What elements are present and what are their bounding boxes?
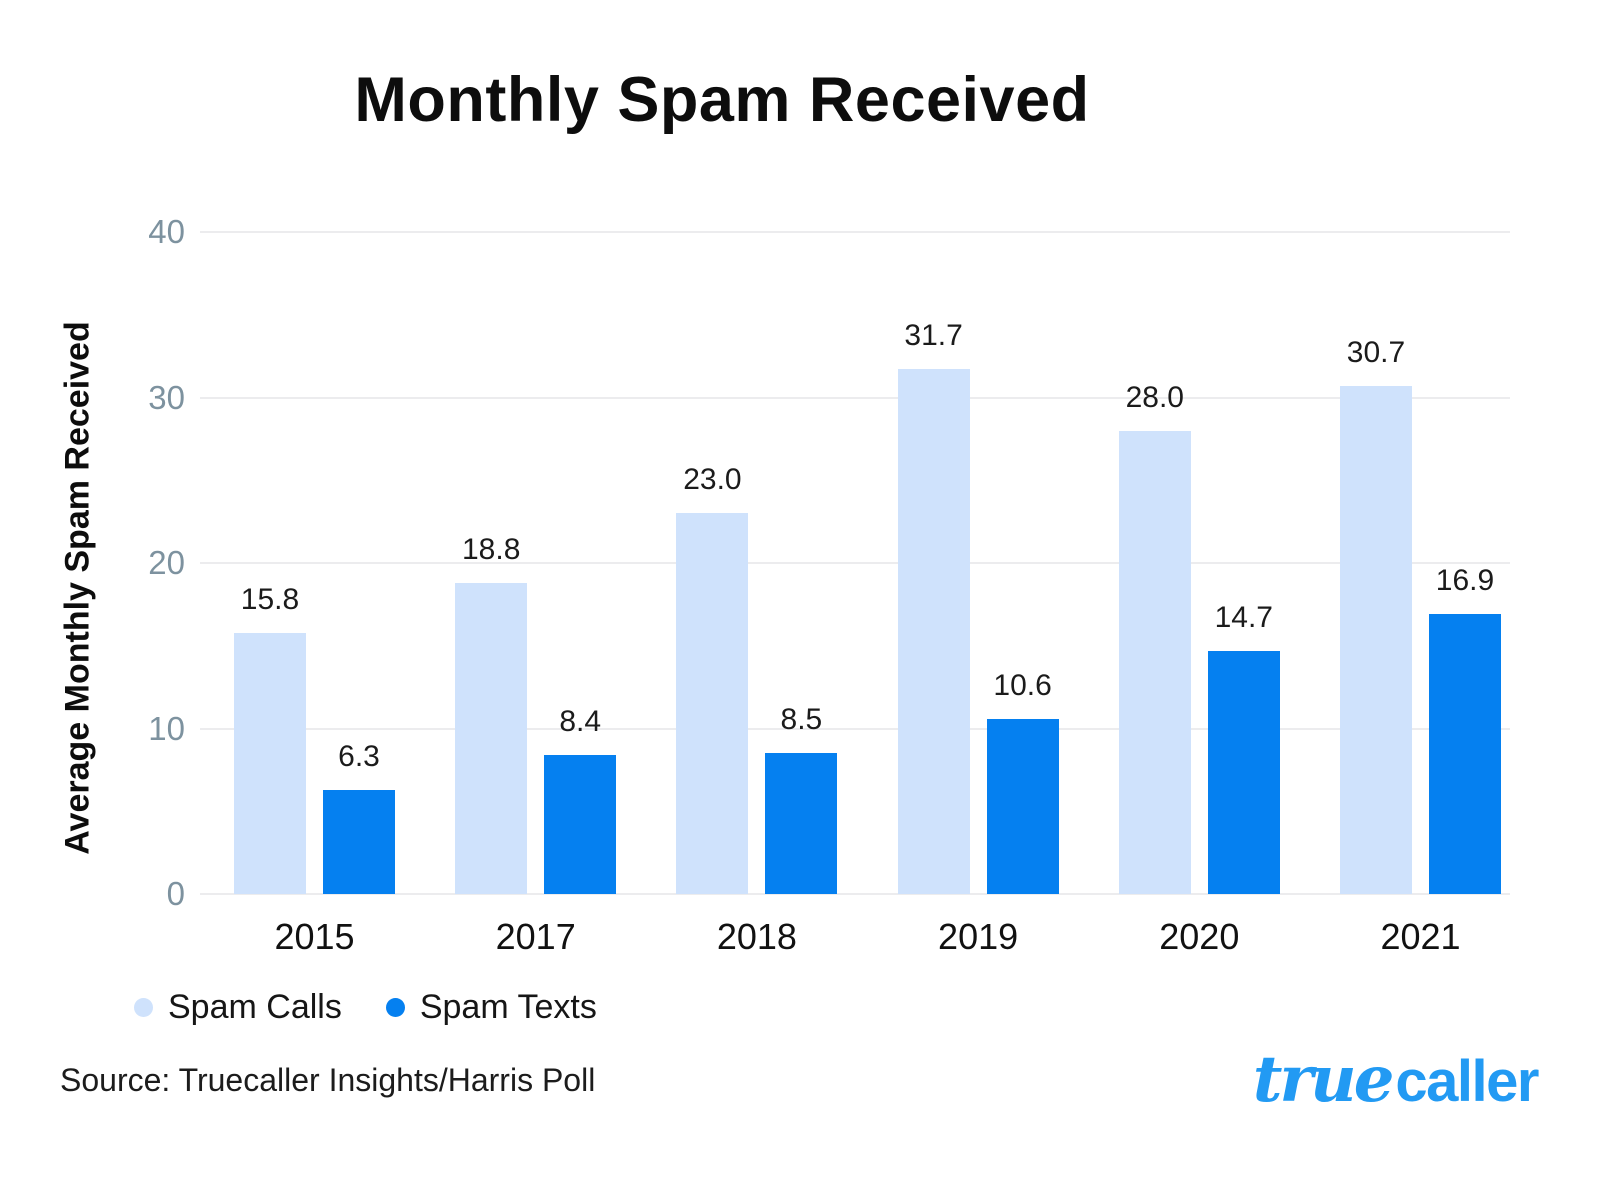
- gridline-y-30: [200, 396, 1510, 399]
- x-axis-label-2017: 2017: [495, 916, 576, 957]
- value-label-spam-calls-2021: 30.7: [1346, 335, 1406, 369]
- legend-dot-icon-spam-calls: [134, 998, 153, 1017]
- truecaller-logo-bold-text: caller: [1395, 1049, 1539, 1114]
- x-axis-label-2015: 2015: [274, 916, 355, 957]
- value-label-spam-texts-2020: 14.7: [1214, 600, 1273, 634]
- bar-spam-texts-2018: 8.5: [765, 703, 838, 894]
- legend-label-spam-texts: Spam Texts: [419, 988, 597, 1026]
- legend-label-spam-calls: Spam Calls: [168, 988, 342, 1026]
- y-tick-label-30: 30: [148, 378, 185, 416]
- bar-spam-calls-2020: 28.0: [1118, 381, 1191, 894]
- source-note: Source: Truecaller Insights/Harris Poll: [60, 1062, 596, 1098]
- value-label-spam-texts-2019: 10.6: [993, 668, 1052, 702]
- bar-spam-calls-2021: 30.7: [1340, 336, 1412, 894]
- value-label-spam-calls-2018: 23.0: [683, 463, 742, 497]
- gridline-y-40: [200, 231, 1510, 233]
- y-tick-label-10: 10: [148, 709, 185, 747]
- legend-dot-icon-spam-texts: [385, 998, 405, 1017]
- x-axis-label-2018: 2018: [716, 916, 797, 957]
- bar-spam-texts-2021: 16.9: [1429, 564, 1501, 894]
- bar-spam-calls-2019: 31.7: [897, 319, 970, 894]
- chart-title: Monthly Spam Received: [354, 65, 1090, 135]
- value-label-spam-texts-2017: 8.4: [559, 704, 602, 738]
- gridline-y-20: [200, 562, 1510, 564]
- gridline-y-10: [200, 727, 1510, 730]
- chart-legend: Spam Calls Spam Texts: [134, 988, 597, 1027]
- plot-area: 15.8 6.3 18.8 8.4 23.0 8.5 31.7 10.6 28.0 14.7 30.…: [200, 231, 1510, 895]
- y-tick-label-0: 0: [166, 875, 185, 912]
- legend-item-spam-texts: Spam Texts: [385, 988, 597, 1027]
- truecaller-logo: true caller: [1252, 1042, 1540, 1117]
- y-tick-label-20: 20: [148, 544, 185, 581]
- bar-spam-texts-2020: 14.7: [1207, 601, 1280, 894]
- truecaller-logo-script-text: true: [1252, 1042, 1395, 1117]
- bar-spam-calls-2015: 15.8: [234, 583, 306, 894]
- value-label-spam-calls-2017: 18.8: [461, 532, 521, 566]
- bar-spam-texts-2019: 10.6: [986, 669, 1059, 894]
- value-label-spam-texts-2015: 6.3: [338, 739, 380, 773]
- bar-spam-texts-2017: 8.4: [544, 705, 617, 894]
- y-axis-title: Average Monthly Spam Received: [58, 321, 97, 855]
- value-label-spam-texts-2018: 8.5: [780, 703, 823, 737]
- bar-spam-calls-2018: 23.0: [676, 463, 749, 894]
- gridline-y-0: [200, 893, 1510, 895]
- x-axis-label-2021: 2021: [1380, 916, 1461, 957]
- x-axis-label-2020: 2020: [1159, 916, 1240, 957]
- bar-spam-texts-2015: 6.3: [323, 740, 395, 894]
- x-axis-label-2019: 2019: [938, 916, 1019, 957]
- value-label-spam-calls-2020: 28.0: [1125, 380, 1184, 414]
- value-label-spam-calls-2019: 31.7: [904, 319, 963, 353]
- y-tick-label-40: 40: [148, 213, 185, 250]
- bar-spam-calls-2017: 18.8: [455, 533, 528, 894]
- value-label-spam-texts-2021: 16.9: [1435, 564, 1495, 598]
- value-label-spam-calls-2015: 15.8: [240, 582, 300, 616]
- legend-item-spam-calls: Spam Calls: [134, 988, 342, 1027]
